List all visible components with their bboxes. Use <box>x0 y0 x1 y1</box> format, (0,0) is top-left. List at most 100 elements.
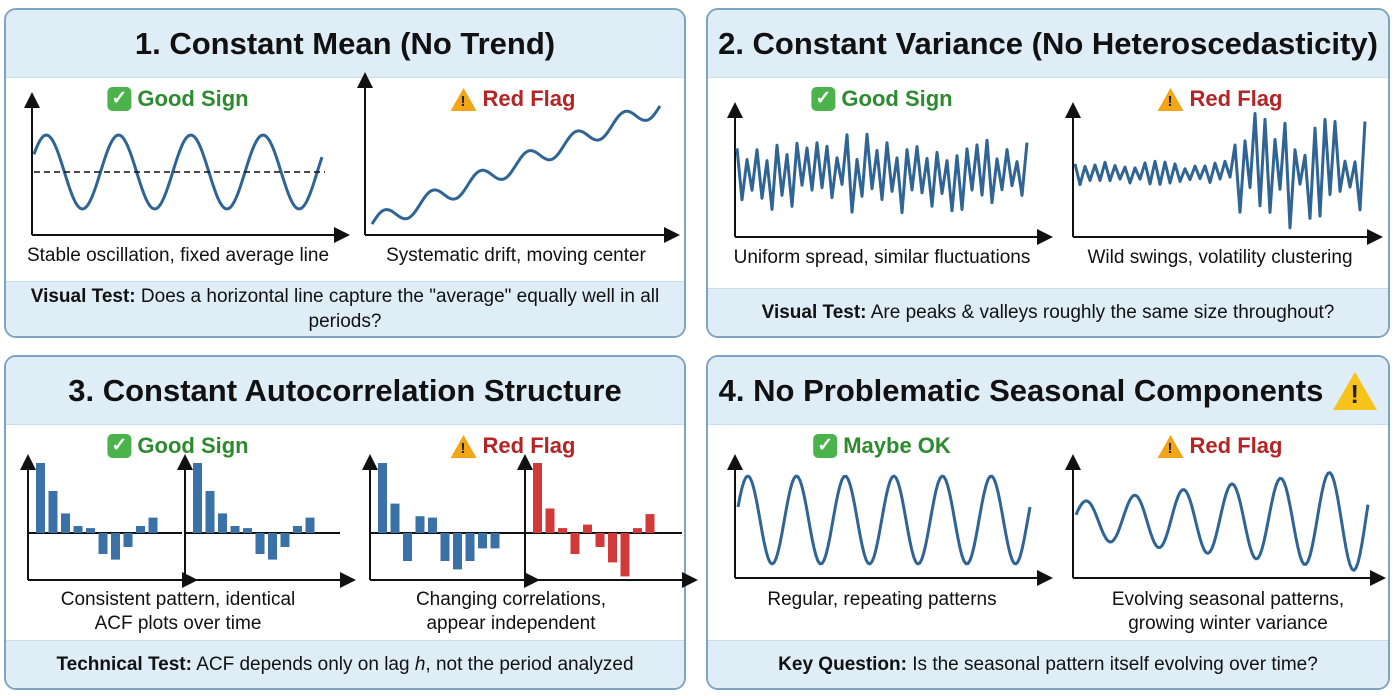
evolving-seasonal-line <box>1074 471 1370 572</box>
acf-red-2-bar <box>533 463 542 533</box>
acf-red-1-bar <box>415 516 425 533</box>
caption-line: growing winter variance <box>1128 613 1328 634</box>
check-icon: ✓ <box>107 434 132 458</box>
acf-good-1-bar <box>48 491 58 533</box>
acf-good-1-bar <box>111 533 120 560</box>
label-text: Good Sign <box>137 86 249 111</box>
test-text: Is the seasonal pattern itself evolving … <box>912 654 1318 675</box>
label-text: Red Flag <box>1189 86 1283 111</box>
acf-red-2-bar <box>545 508 555 533</box>
key-question: Key Question: Is the seasonal pattern it… <box>708 640 1388 688</box>
caption-line: ACF plots over time <box>94 613 262 634</box>
acf-red-2-bar <box>633 528 642 533</box>
warning-icon: ! <box>1157 434 1184 458</box>
acf-red-1-bar <box>403 533 412 561</box>
acf-good-1-bar <box>61 513 70 533</box>
caption-line: Consistent pattern, identical <box>60 589 296 610</box>
acf-good-1-bar <box>86 528 95 533</box>
label-text: Good Sign <box>137 433 249 458</box>
acf-good-2-bar <box>305 517 315 533</box>
maybe-ok-label: ✓ Maybe OK <box>813 433 951 459</box>
red-flag-label: ! Red Flag <box>1157 86 1283 112</box>
test-label: Visual Test: <box>761 302 867 323</box>
caption-bad: Evolving seasonal patterns, growing winte… <box>1112 588 1344 636</box>
label-text: Red Flag <box>482 433 576 458</box>
panel-seasonal: 4. No Problematic Seasonal Components! ✓… <box>706 355 1390 690</box>
visual-test: Visual Test: Does a horizontal line capt… <box>6 281 684 336</box>
panel-title: 4. No Problematic Seasonal Components <box>718 372 1324 408</box>
check-icon: ✓ <box>811 87 836 111</box>
acf-red-2-bar <box>645 514 655 533</box>
caption-good: Uniform spread, similar fluctuations <box>733 247 1031 268</box>
acf-red-2-bar <box>583 524 592 533</box>
uniform-noise-line <box>735 132 1029 215</box>
test-label: Technical Test: <box>56 654 192 675</box>
technical-test: Technical Test: ACF depends only on lag … <box>6 640 684 688</box>
acf-good-2-bar <box>230 526 240 533</box>
test-text: Are peaks & valleys roughly the same siz… <box>870 302 1335 323</box>
test-label: Key Question: <box>778 654 907 675</box>
label-text: Red Flag <box>1189 433 1283 458</box>
acf-good-2-bar <box>255 533 265 554</box>
caption-good: Regular, repeating patterns <box>767 589 997 610</box>
acf-red-2-bar <box>570 533 580 554</box>
acf-red-1-bar <box>490 533 500 549</box>
acf-red-2-bar <box>595 533 605 547</box>
stable-oscillation-line <box>32 133 324 211</box>
acf-red-2-bar <box>558 528 567 533</box>
acf-red-1-bar <box>478 533 487 549</box>
caption-line: Changing correlations, <box>415 589 607 610</box>
panel-title: 1. Constant Mean (No Trend) <box>6 10 684 78</box>
acf-red-1-bar <box>378 463 387 533</box>
acf-good-1-bar <box>73 526 83 533</box>
label-text: Good Sign <box>841 86 953 111</box>
drift-line <box>370 105 662 225</box>
label-text: Maybe OK <box>843 433 951 458</box>
red-flag-label: ! Red Flag <box>1157 433 1283 459</box>
label-text: Red Flag <box>482 86 576 111</box>
warning-icon: ! <box>1333 371 1378 410</box>
acf-red-1-bar <box>453 533 462 570</box>
good-sign-label: ✓ Good Sign <box>107 433 249 459</box>
red-flag-label: ! Red Flag <box>450 433 576 459</box>
acf-red-2-bar <box>620 533 630 577</box>
acf-good-1-bar <box>123 533 133 547</box>
test-text: Does a horizontal line capture the "aver… <box>140 286 660 332</box>
good-sign-label: ✓ Good Sign <box>811 86 953 112</box>
panel-constant-mean: 1. Constant Mean (No Trend) ✓ Good Sign !… <box>4 8 686 338</box>
caption-bad: Wild swings, volatility clustering <box>1087 247 1353 268</box>
acf-good-2-bar <box>218 513 227 533</box>
caption-line: Evolving seasonal patterns, <box>1111 589 1345 610</box>
good-sign-label: ✓ Good Sign <box>107 86 249 112</box>
panel-title: 3. Constant Autocorrelation Structure <box>6 357 684 425</box>
acf-red-1-bar <box>440 533 450 561</box>
visual-test: Visual Test: Are peaks & valleys roughly… <box>708 288 1388 336</box>
panel-autocorrelation: 3. Constant Autocorrelation Structure ✓ G… <box>4 355 686 690</box>
warning-icon: ! <box>1157 87 1184 111</box>
acf-red-2-bar <box>608 533 617 563</box>
caption-bad: Systematic drift, moving center <box>386 245 646 266</box>
caption-good: Stable oscillation, fixed average line <box>26 245 330 266</box>
test-var: h <box>414 654 426 675</box>
panel-title: 2. Constant Variance (No Heteroscedastic… <box>708 10 1388 78</box>
panel-header: 4. No Problematic Seasonal Components! <box>708 357 1388 425</box>
red-flag-label: ! Red Flag <box>450 86 576 112</box>
acf-good-1-bar <box>148 517 158 533</box>
panel-constant-variance: 2. Constant Variance (No Heteroscedastic… <box>706 8 1390 338</box>
test-text: , not the period analyzed <box>425 654 634 675</box>
acf-good-2-bar <box>293 526 302 533</box>
caption-good: Consistent pattern, identical ACF plots o… <box>61 588 295 636</box>
acf-red-1-bar <box>465 533 475 561</box>
check-icon: ✓ <box>107 87 132 111</box>
acf-good-2-bar <box>243 528 252 533</box>
acf-good-1-bar <box>98 533 108 554</box>
caption-bad: Changing correlations, appear independent <box>416 588 606 636</box>
test-label: Visual Test: <box>30 286 136 307</box>
check-icon: ✓ <box>813 434 838 458</box>
test-text: ACF depends only on lag <box>196 654 415 675</box>
acf-red-1-bar <box>428 517 437 533</box>
warning-icon: ! <box>450 434 477 458</box>
acf-good-2-bar <box>205 491 215 533</box>
acf-good-1-bar <box>136 526 145 533</box>
